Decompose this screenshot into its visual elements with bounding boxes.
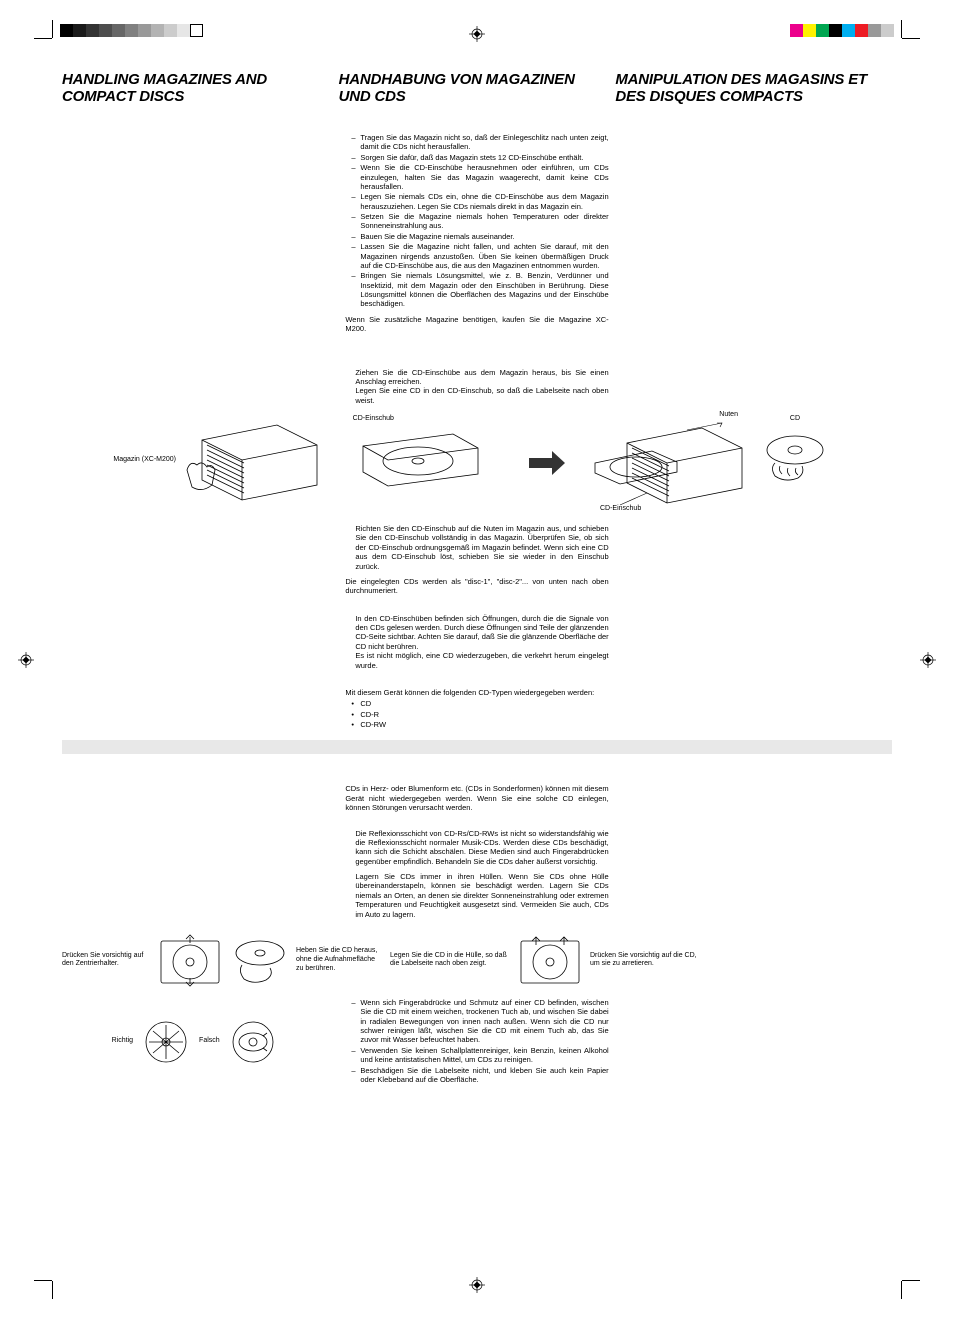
content-columns: Tragen Sie das Magazin nicht so, daß der… (62, 133, 892, 334)
step-insert-text: Richten Sie den CD-Einschub auf die Nute… (345, 524, 608, 571)
precaution-item: Setzen Sie die Magazine niemals hohen Te… (351, 212, 608, 231)
registration-mark-icon (469, 1277, 485, 1293)
crop-mark (902, 1280, 920, 1281)
magazine-insert-illustration-icon (592, 415, 752, 510)
crop-mark (52, 20, 53, 38)
cd-type-item: CD (351, 699, 608, 708)
storage-text: Lagern Sie CDs immer in ihren Hüllen. We… (345, 872, 608, 919)
cap-press-center: Drücken Sie vorsichtig auf den Zentrierh… (62, 952, 150, 970)
cap-press-cd: Drücken Sie vorsichtig auf die CD, um si… (590, 952, 700, 970)
headings-row: HANDLING MAGAZINES AND COMPACT DISCS HAN… (62, 72, 892, 105)
label-tray2: CD-Einschub (600, 505, 641, 514)
cd-hand-illustration-icon (760, 428, 830, 488)
tray-illustration-icon (353, 426, 483, 496)
precaution-item: Tragen Sie das Magazin nicht so, daß der… (351, 133, 608, 152)
precaution-item: Bringen Sie niemals Lösungsmittel, wie z… (351, 271, 608, 309)
note-bar (62, 740, 892, 754)
crop-mark (34, 38, 52, 39)
precaution-item: Legen Sie niemals CDs ein, ohne die CD-E… (351, 192, 608, 211)
precaution-item: Lassen Sie die Magazine nicht fallen, un… (351, 242, 608, 270)
cleaning-item: Wenn sich Fingerabdrücke und Schmutz auf… (351, 998, 608, 1045)
col-en (62, 133, 337, 334)
label-magazine: Magazin (XC-M200) (113, 456, 176, 465)
cd-types-list: CD CD-RCD-RW (351, 699, 608, 729)
registration-mark-icon (920, 652, 936, 668)
label-correct: Richtig (112, 1037, 133, 1046)
color-bar-cmyk (790, 24, 894, 37)
precaution-item: Sorgen Sie dafür, daß das Magazin stets … (351, 153, 608, 162)
heading-en: HANDLING MAGAZINES AND COMPACT DISCS (62, 72, 321, 105)
label-tray: CD-Einschub (353, 415, 394, 424)
cd-handling-row: Drücken Sie vorsichtig auf den Zentrierh… (62, 933, 892, 988)
heading-fr: MANIPULATION DES MAGASINS ET DES DISQUES… (615, 72, 874, 105)
diagram-load-tray: Ziehen Sie die CD-Einschübe aus dem Maga… (62, 362, 892, 731)
cd-type-item: CD-RW (351, 720, 608, 729)
cleaning-item: Beschädigen Sie die Labelseite nicht, un… (351, 1066, 608, 1085)
cd-case-place-icon (516, 933, 584, 988)
heading-de: HANDHABUNG VON MAGAZINEN UND CDS (339, 72, 598, 105)
crop-mark (902, 38, 920, 39)
shape-warning: CDs in Herz- oder Blumenform etc. (CDs i… (345, 784, 608, 812)
color-bar-greyscale (60, 24, 203, 37)
registration-mark-icon (469, 26, 485, 42)
extra-mag-note: Wenn Sie zusätzliche Magazine benötigen,… (345, 315, 608, 334)
cd-type-item: CD-R (351, 710, 608, 719)
precaution-item: Bauen Sie die Magazine niemals auseinand… (351, 232, 608, 241)
cd-types-intro: Mit diesem Gerät können die folgenden CD… (345, 688, 608, 697)
cd-wipe-wrong-icon (230, 1019, 276, 1065)
page-content: HANDLING MAGAZINES AND COMPACT DISCS HAN… (62, 62, 892, 1257)
label-wrong: Falsch (199, 1037, 220, 1046)
cd-lift-icon (230, 933, 290, 988)
cd-case-press-icon (156, 933, 224, 988)
precaution-item: Wenn Sie die CD-Einschübe herausnehmen o… (351, 163, 608, 191)
reflection-text: Die Reflexionsschicht von CD-Rs/CD-RWs i… (345, 829, 608, 867)
cap-lift: Heben Sie die CD heraus, ohne die Aufnah… (296, 947, 384, 973)
magazine-illustration-icon (182, 415, 332, 505)
cap-place-case: Legen Sie die CD in die Hülle, so daß di… (390, 952, 510, 970)
col-de: Tragen Sie das Magazin nicht so, daß der… (337, 133, 616, 334)
crop-mark (34, 1280, 52, 1281)
precaution-list: Tragen Sie das Magazin nicht so, daß der… (351, 133, 608, 309)
cleaning-list: Wenn sich Fingerabdrücke und Schmutz auf… (351, 998, 608, 1084)
crop-mark (52, 1281, 53, 1299)
label-cd: CD (790, 415, 800, 424)
label-groove: Nuten (719, 411, 738, 420)
crop-mark (901, 1281, 902, 1299)
registration-mark-icon (18, 652, 34, 668)
numbered-text: Die eingelegten CDs werden als "disc-1",… (345, 577, 608, 596)
cleaning-item: Verwenden Sie keinen Schallplattenreinig… (351, 1046, 608, 1065)
arrow-icon (527, 448, 567, 478)
step-pull-text: Ziehen Sie die CD-Einschübe aus dem Maga… (345, 368, 608, 406)
signal-holes-text: In den CD-Einschüben befinden sich Öffnu… (345, 614, 608, 670)
cd-wipe-correct-icon (143, 1019, 189, 1065)
crop-mark (901, 20, 902, 38)
col-fr (617, 133, 892, 334)
